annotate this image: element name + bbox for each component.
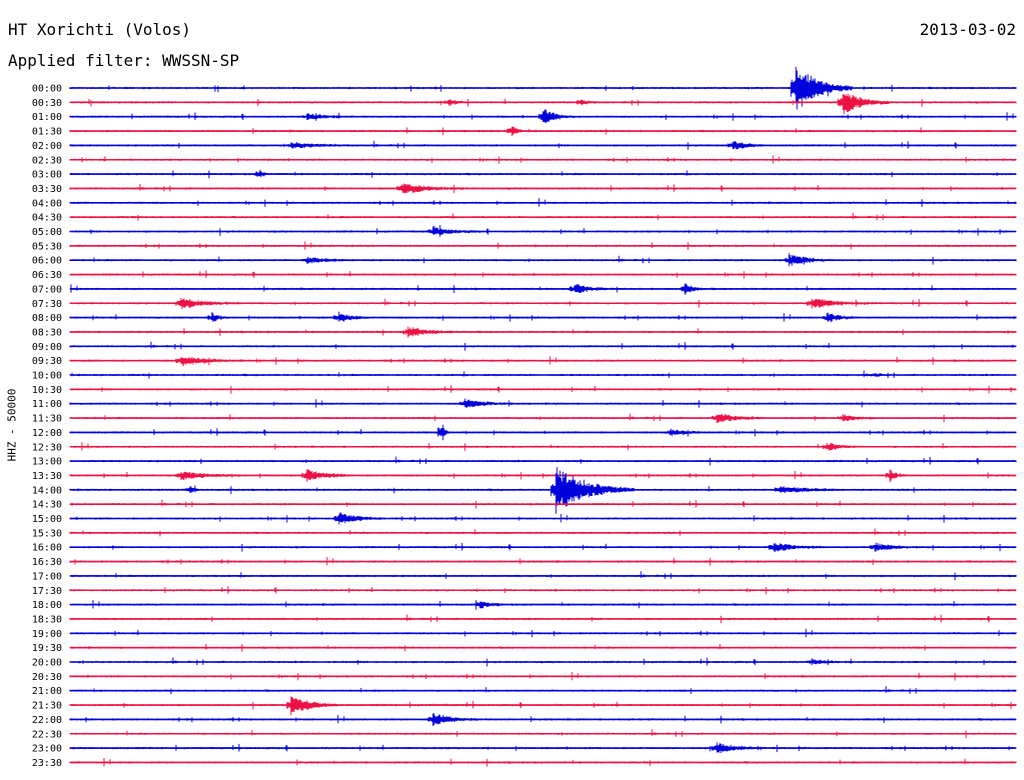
row-time-label: 09:00: [32, 342, 62, 353]
row-time-label: 15:00: [32, 514, 62, 525]
row-time-label: 04:30: [32, 213, 62, 224]
row-time-label: 13:00: [32, 457, 62, 468]
row-time-label: 11:00: [32, 399, 62, 410]
row-time-label: 01:30: [32, 127, 62, 138]
row-time-label: 12:00: [32, 428, 62, 439]
row-time-label: 16:00: [32, 543, 62, 554]
row-time-label: 16:30: [32, 557, 62, 568]
record-date: 2013-03-02: [919, 20, 1016, 39]
row-time-label: 19:30: [32, 643, 62, 654]
row-time-label: 02:00: [32, 141, 62, 152]
row-time-label: 15:30: [32, 528, 62, 539]
row-time-label: 02:30: [32, 155, 62, 166]
row-time-label: 23:00: [32, 744, 62, 755]
row-time-label: 07:00: [32, 284, 62, 295]
row-time-label: 21:30: [32, 701, 62, 712]
row-time-label: 06:30: [32, 270, 62, 281]
row-time-label: 21:00: [32, 686, 62, 697]
seismic-trace: [69, 311, 1017, 322]
row-time-label: 05:30: [32, 241, 62, 252]
row-time-label: 09:30: [32, 356, 62, 367]
row-time-label: 14:00: [32, 485, 62, 496]
row-time-label: 07:30: [32, 299, 62, 310]
row-time-label: 17:30: [32, 586, 62, 597]
row-time-label: 08:00: [32, 313, 62, 324]
row-time-label: 13:30: [32, 471, 62, 482]
row-time-label: 17:00: [32, 571, 62, 582]
row-time-label: 14:30: [32, 500, 62, 511]
row-time-label: 00:00: [32, 84, 62, 95]
row-time-label: 03:00: [32, 170, 62, 181]
row-time-label: 18:30: [32, 614, 62, 625]
row-time-label: 08:30: [32, 327, 62, 338]
filter-label: Applied filter: WWSSN-SP: [8, 51, 240, 70]
row-time-label: 12:30: [32, 442, 62, 453]
seismic-trace: [69, 94, 1017, 115]
row-time-label: 23:30: [32, 758, 62, 769]
row-time-label: 10:00: [32, 371, 62, 382]
row-time-label: 04:00: [32, 198, 62, 209]
row-time-label: 22:30: [32, 729, 62, 740]
row-time-label: 19:00: [32, 629, 62, 640]
row-time-label: 20:30: [32, 672, 62, 683]
row-time-label: 11:30: [32, 414, 62, 425]
row-time-label: 01:00: [32, 112, 62, 123]
row-time-label: 03:30: [32, 184, 62, 195]
row-time-label: 06:00: [32, 256, 62, 267]
row-time-label: 18:00: [32, 600, 62, 611]
row-time-label: 00:30: [32, 98, 62, 109]
row-time-label: 20:00: [32, 658, 62, 669]
row-time-label: 10:30: [32, 385, 62, 396]
row-time-label: 22:00: [32, 715, 62, 726]
station-title: HT Xorichti (Volos): [8, 20, 192, 39]
row-time-label: 05:00: [32, 227, 62, 238]
